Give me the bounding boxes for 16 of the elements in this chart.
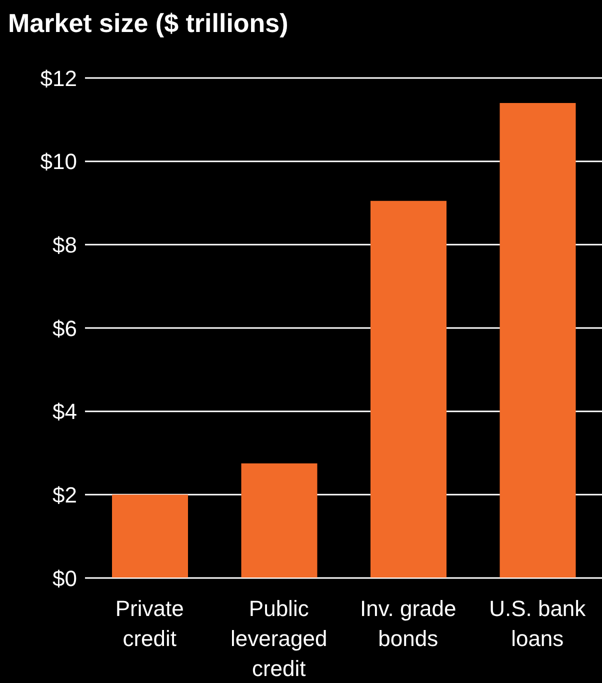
x-tick-label: Inv. grade bonds	[360, 596, 456, 651]
y-tick-label: $4	[52, 399, 77, 424]
bar	[370, 200, 446, 578]
y-tick-label: $12	[40, 66, 77, 91]
x-tick-label: Private credit	[115, 596, 184, 651]
y-tick-label: $6	[52, 316, 77, 341]
y-tick-label: $2	[52, 482, 77, 508]
y-tick-label: $0	[52, 566, 77, 591]
bar	[241, 463, 318, 578]
chart-title: Market size ($ trillions)	[8, 8, 288, 39]
x-tick-label: Public leveraged credit	[230, 596, 328, 681]
y-tick-label: $8	[52, 232, 77, 258]
y-tick-label: $10	[40, 149, 77, 174]
bar	[500, 103, 576, 578]
x-tick-label: U.S. bank loans	[489, 596, 587, 651]
bar	[112, 494, 188, 578]
